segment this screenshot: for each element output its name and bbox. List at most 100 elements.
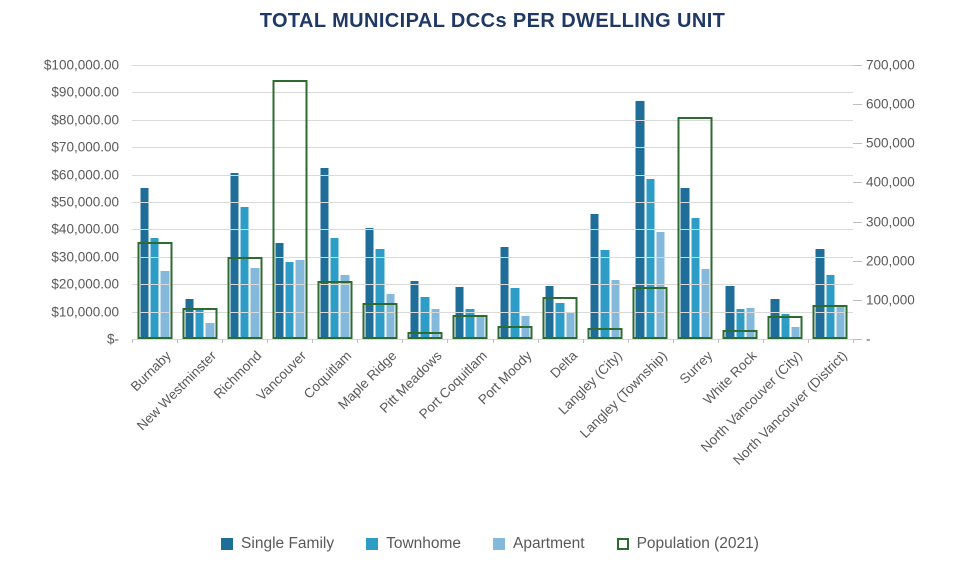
- bar-single-family-langley-township: [635, 100, 645, 339]
- legend: Single Family Townhome Apartment Population…: [0, 533, 980, 555]
- bar-cluster: [365, 65, 395, 339]
- bar-cluster: [410, 65, 440, 339]
- axis-tick: [853, 299, 862, 301]
- y-axis-tick-label: $30,000.00: [51, 249, 119, 265]
- y-axis-tick-label: $10,000.00: [51, 304, 119, 320]
- category-group-burnaby: [132, 65, 177, 339]
- bar-cluster: [635, 65, 665, 339]
- legend-item-townhome: Townhome: [366, 535, 461, 553]
- population-outline-richmond: [227, 256, 263, 339]
- bar-cluster: [590, 65, 620, 339]
- category-group-langley-city: [583, 65, 628, 339]
- gridline: [132, 256, 853, 258]
- bar-single-family-north-vancouver-district: [815, 248, 825, 339]
- category-group-vancouver: [267, 65, 312, 339]
- population-outline-delta: [542, 296, 578, 339]
- population-outline-port-moody: [497, 325, 533, 339]
- y-axis-tick-label: $90,000.00: [51, 84, 119, 100]
- legend-item-apartment: Apartment: [493, 535, 585, 553]
- bar-single-family-richmond: [230, 173, 239, 339]
- population-outline-burnaby: [137, 241, 173, 339]
- y-axis-tick-label: $40,000.00: [51, 221, 119, 237]
- bar-cluster: [230, 65, 260, 339]
- bar-single-family-vancouver: [275, 243, 284, 339]
- y-axis-tick-label: 200,000: [866, 253, 915, 269]
- y-axis-tick-label: 300,000: [866, 214, 915, 230]
- category-group-new-westminster: [177, 65, 222, 339]
- bar-cluster: [770, 65, 800, 339]
- y-axis-tick-label: $80,000.00: [51, 112, 119, 128]
- category-group-port-moody: [493, 65, 538, 339]
- bar-townhome-port-coquitlam: [465, 308, 475, 339]
- bar-cluster: [185, 65, 215, 339]
- bar-cluster: [815, 65, 845, 339]
- x-axis-category-label: Surrey: [676, 348, 715, 387]
- axis-tick: [627, 339, 629, 343]
- gridline: [132, 284, 853, 286]
- legend-swatch-single-family: [221, 538, 234, 550]
- legend-label-single-family: Single Family: [241, 535, 335, 552]
- category-group-port-coquitlam: [447, 65, 492, 339]
- bar-apartment-north-vancouver-district: [836, 306, 845, 339]
- axis-tick: [853, 65, 862, 66]
- bar-apartment-surrey: [701, 269, 710, 339]
- bar-cluster: [275, 65, 305, 339]
- axis-tick: [447, 339, 449, 343]
- legend-swatch-apartment: [493, 538, 506, 550]
- axis-tick: [853, 104, 862, 106]
- category-group-coquitlam: [312, 65, 357, 339]
- bar-cluster: [140, 65, 170, 339]
- population-outline-coquitlam: [317, 280, 353, 339]
- bar-townhome-langley-township: [646, 178, 655, 339]
- plot-area: [132, 65, 862, 343]
- category-group-north-vancouver-city: [763, 65, 808, 339]
- legend-label-townhome: Townhome: [386, 535, 462, 552]
- category-group-richmond: [222, 65, 267, 339]
- axis-tick: [853, 182, 862, 184]
- axis-tick: [537, 339, 539, 343]
- axis-tick: [853, 221, 862, 223]
- axis-tick: [672, 339, 674, 343]
- population-outline-north-vancouver-district: [812, 304, 848, 339]
- bar-townhome-white-rock: [736, 308, 745, 339]
- bar-single-family-pitt-meadows: [410, 281, 419, 339]
- y-axis-tick-label: 400,000: [866, 174, 915, 190]
- x-axis-category-label: Delta: [546, 348, 580, 381]
- bar-apartment-maple-ridge: [386, 293, 395, 339]
- bar-townhome-coquitlam: [330, 237, 339, 339]
- bar-townhome-pitt-meadows: [420, 296, 430, 339]
- bar-apartment-north-vancouver-city: [791, 326, 800, 339]
- axis-tick: [222, 339, 224, 343]
- axis-tick: [582, 339, 584, 343]
- chart-title: TOTAL MUNICIPAL DCCs PER DWELLING UNIT: [259, 10, 726, 32]
- axis-tick: [492, 339, 494, 343]
- axis-tick: [853, 143, 862, 145]
- legend-swatch-townhome: [366, 538, 379, 550]
- population-outline-new-westminster: [182, 308, 218, 339]
- bar-townhome-north-vancouver-city: [781, 314, 790, 339]
- bar-townhome-port-moody: [510, 288, 520, 339]
- y-axis-tick-label: $60,000.00: [51, 167, 119, 183]
- bar-single-family-langley-city: [590, 214, 599, 339]
- category-group-maple-ridge: [357, 65, 402, 339]
- x-axis-category-label: Langley (Township): [576, 348, 670, 441]
- x-axis-category-label: Burnaby: [127, 348, 175, 395]
- y-axis-tick-label: -: [866, 331, 871, 347]
- y-axis-tick-label: 600,000: [866, 96, 915, 112]
- category-group-delta: [538, 65, 583, 339]
- gridline: [132, 202, 853, 203]
- population-outline-vancouver: [272, 79, 308, 339]
- y-axis-tick-label: 500,000: [866, 135, 915, 151]
- population-outline-maple-ridge: [362, 303, 398, 339]
- bar-cluster: [680, 65, 710, 339]
- bar-single-family-burnaby: [140, 188, 149, 339]
- axis-tick: [402, 339, 404, 343]
- bar-single-family-north-vancouver-city: [770, 299, 780, 339]
- population-outline-surrey: [677, 116, 713, 339]
- bar-single-family-coquitlam: [320, 167, 329, 339]
- axis-tick: [853, 339, 862, 340]
- axis-tick: [853, 260, 862, 262]
- y-axis-tick-label: 700,000: [866, 57, 915, 73]
- category-group-north-vancouver-district: [808, 65, 853, 339]
